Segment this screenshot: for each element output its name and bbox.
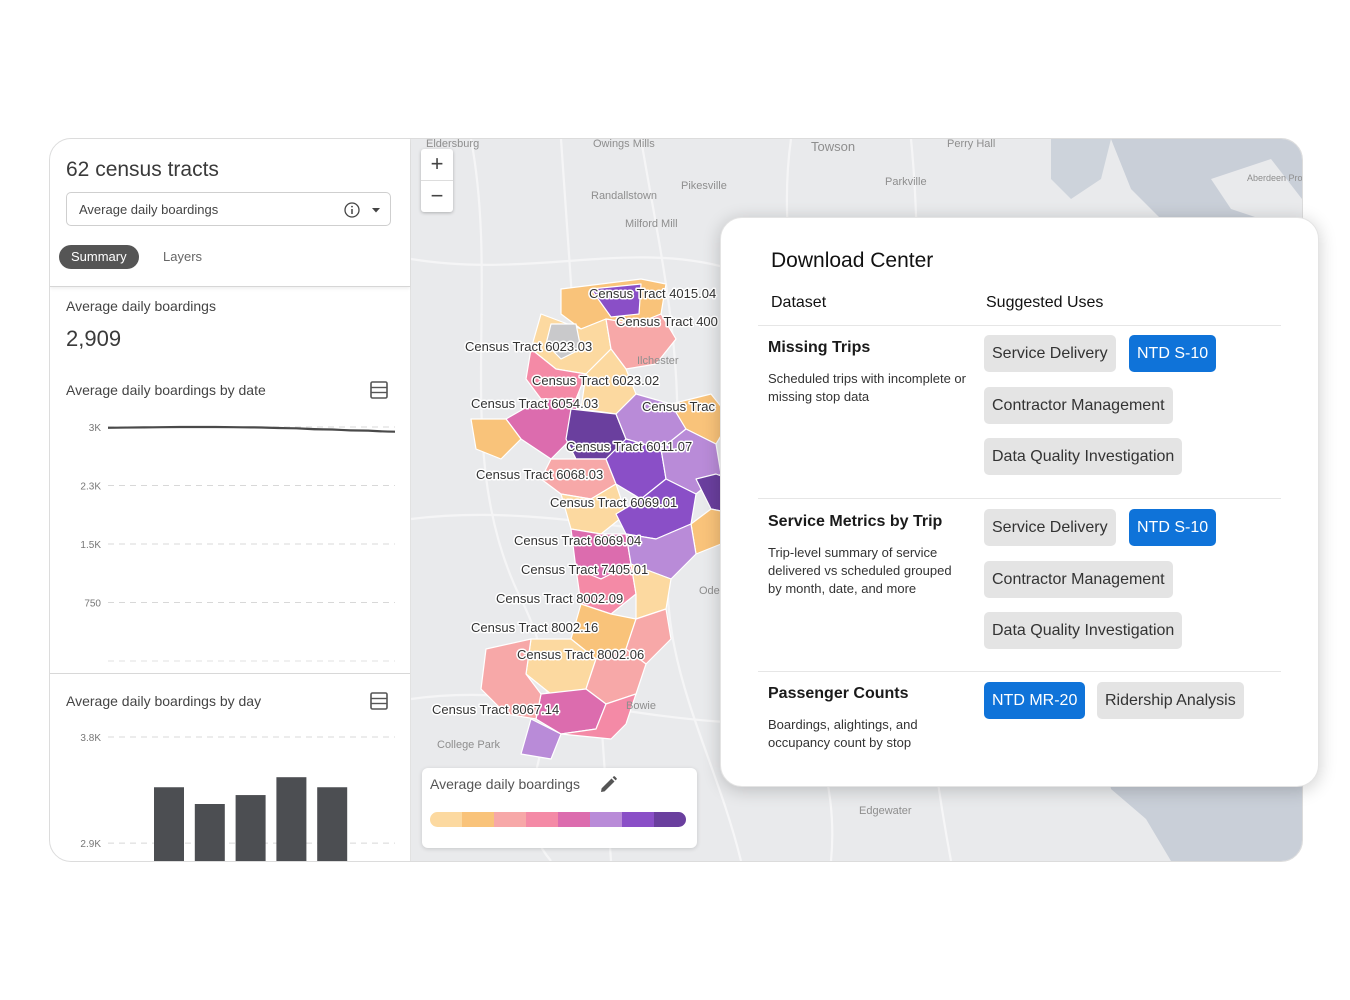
dataset-description: Boardings, alightings, and occupancy cou… — [768, 717, 918, 750]
table-icon[interactable] — [370, 692, 388, 710]
tract-label: Census Tract 6069.04 — [514, 533, 641, 548]
use-chip-contractor-management[interactable]: Contractor Management — [984, 387, 1173, 424]
divider — [758, 498, 1281, 499]
tract-label: Census Tract 6069.01 — [550, 495, 677, 510]
use-chip-data-quality-investigation[interactable]: Data Quality Investigation — [984, 612, 1183, 649]
legend-color-ramp — [430, 812, 686, 827]
series-line — [107, 425, 396, 433]
zoom-out-button[interactable]: − — [430, 183, 444, 208]
legend-color-swatch — [558, 812, 590, 827]
legend-color-swatch — [430, 812, 462, 827]
tract-label: Census Tract 8002.06 — [517, 647, 644, 662]
bar — [276, 777, 307, 861]
legend-color-swatch — [526, 812, 558, 827]
chevron-down-icon[interactable] — [369, 203, 383, 217]
metric-select[interactable]: Average daily boardings — [66, 192, 391, 226]
y-tick-label: 3K — [89, 423, 102, 434]
bar-chart: 3.8K2.9K1.9K — [80, 733, 395, 861]
metric-select-value: Average daily boardings — [79, 202, 219, 217]
use-chip-ridership-analysis[interactable]: Ridership Analysis — [1097, 682, 1244, 719]
summary-label: Average daily boardings — [66, 298, 216, 314]
download-center-title: Download Center — [771, 249, 934, 272]
place-label: Edgewater — [859, 805, 912, 817]
dataset-description: Scheduled trips with incomplete or missi… — [768, 371, 966, 404]
dataset-name[interactable]: Passenger Counts — [768, 685, 909, 702]
tract-label: Census Tract 8002.16 — [471, 620, 598, 635]
pencil-icon[interactable] — [598, 775, 618, 795]
use-chip-ntd-s10[interactable]: NTD S-10 — [1129, 509, 1217, 546]
y-tick-label: 750 — [84, 599, 101, 610]
tract-label: Census Trac — [642, 399, 715, 414]
tract-label: Census Tract 8002.09 — [496, 591, 623, 606]
legend-color-swatch — [590, 812, 622, 827]
use-chip-ntd-mr20[interactable]: NTD MR-20 — [984, 682, 1086, 719]
summary-value: 2,909 — [66, 326, 122, 351]
place-label: Towson — [811, 139, 855, 154]
y-tick-label: 2.3K — [80, 482, 101, 493]
place-label: Randallstown — [591, 190, 657, 202]
tract-label: Census Tract 6054.03 — [471, 396, 598, 411]
tract-label: Census Tract 6068.03 — [476, 467, 603, 482]
bar — [317, 787, 348, 861]
divider — [50, 673, 410, 674]
map-legend: Average daily boardings — [422, 768, 697, 848]
tract-label: Census Tract 6011.07 — [566, 439, 692, 454]
place-label: Ode — [699, 585, 720, 597]
bar — [154, 787, 184, 861]
panel-header: 62 census tracts Average daily boardings… — [50, 139, 410, 287]
place-label: Pikesville — [681, 180, 727, 192]
tract-label: Census Tract 400 — [616, 314, 718, 329]
use-chip-service-delivery[interactable]: Service Delivery — [984, 509, 1116, 546]
download-center-panel: Download Center Dataset Suggested Uses M… — [720, 217, 1319, 787]
column-header-dataset: Dataset — [771, 294, 827, 311]
left-panel: 62 census tracts Average daily boardings… — [50, 139, 411, 861]
place-label: Owings Mills — [593, 139, 655, 150]
y-tick-label: 1.5K — [80, 540, 101, 551]
tract-label: Census Tract 8067.14 — [432, 702, 559, 717]
line-chart-title: Average daily boardings by date — [66, 382, 266, 398]
column-header-suggested-uses: Suggested Uses — [986, 294, 1104, 311]
dataset-name[interactable]: Service Metrics by Trip — [768, 513, 943, 530]
bar — [235, 795, 266, 861]
use-chip-data-quality-investigation[interactable]: Data Quality Investigation — [984, 438, 1183, 475]
tab-summary[interactable]: Summary — [59, 245, 139, 269]
tract-label: Census Tract 6023.03 — [465, 339, 592, 354]
tab-layers[interactable]: Layers — [163, 249, 203, 264]
tract-label: Census Tract 7405.01 — [521, 562, 648, 577]
bar — [194, 804, 225, 861]
place-label: Milford Mill — [625, 218, 678, 230]
zoom-in-button[interactable]: + — [421, 149, 453, 181]
use-chip-contractor-management[interactable]: Contractor Management — [984, 561, 1173, 598]
legend-color-swatch — [654, 812, 686, 827]
place-label: Aberdeen Proving Ground — [1247, 173, 1302, 183]
dataset-name[interactable]: Missing Trips — [768, 339, 871, 356]
legend-title: Average daily boardings — [430, 776, 580, 792]
legend-color-swatch — [622, 812, 654, 827]
y-tick-label: 2.9K — [80, 839, 101, 850]
divider — [758, 671, 1281, 672]
place-label: Perry Hall — [947, 139, 995, 150]
legend-color-swatch — [462, 812, 494, 827]
panel-title: 62 census tracts — [66, 158, 219, 181]
dataset-description: Trip-level summary of service delivered … — [768, 545, 952, 596]
use-chip-ntd-s10[interactable]: NTD S-10 — [1129, 335, 1217, 372]
place-label: Parkville — [885, 176, 927, 188]
line-chart: 3K 2.3K 1.5K 750 — [80, 423, 396, 662]
table-icon[interactable] — [370, 381, 388, 399]
divider — [758, 325, 1281, 326]
bar-chart-title: Average daily boardings by day — [66, 693, 262, 709]
y-tick-label: 3.8K — [80, 733, 101, 744]
place-label: Bowie — [626, 700, 656, 712]
place-label: Ilchester — [637, 355, 679, 367]
zoom-control: + − — [421, 149, 453, 212]
use-chip-service-delivery[interactable]: Service Delivery — [984, 335, 1116, 372]
tract-label: Census Tract 4015.04 — [589, 286, 716, 301]
info-icon[interactable] — [344, 202, 360, 218]
place-label: Eldersburg — [426, 139, 479, 150]
legend-color-swatch — [494, 812, 526, 827]
place-label: College Park — [437, 739, 500, 751]
tract-label: Census Tract 6023.02 — [532, 373, 659, 388]
